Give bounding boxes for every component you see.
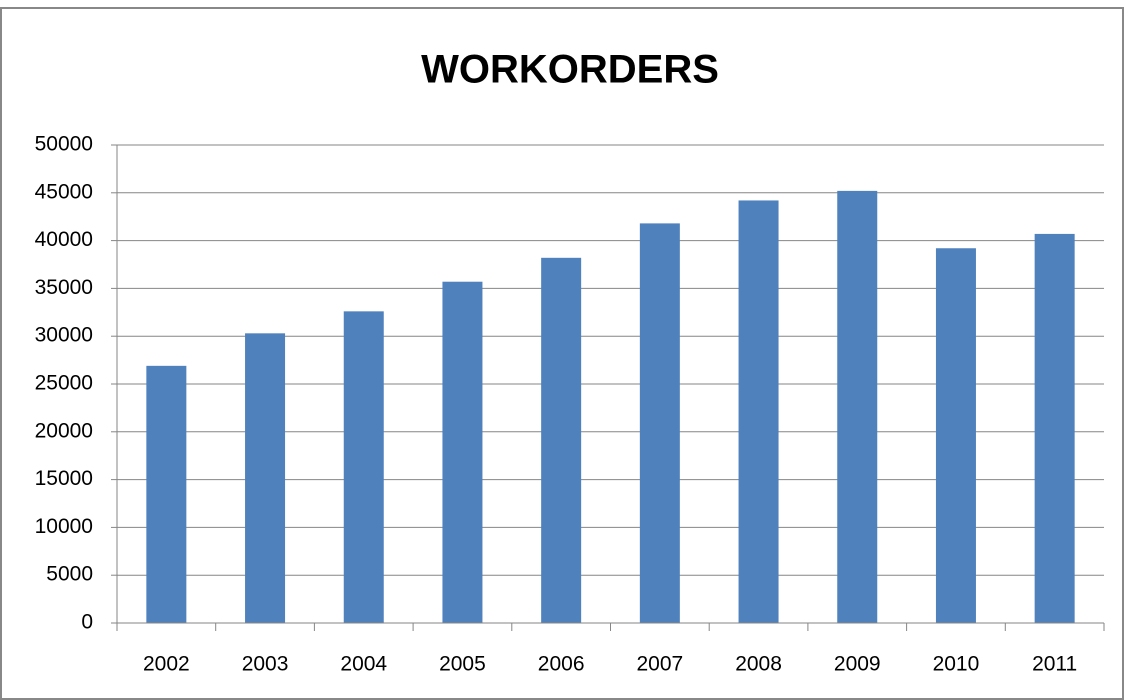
y-tick-label: 10000 bbox=[35, 515, 93, 538]
x-tick-label: 2008 bbox=[735, 653, 782, 676]
bar bbox=[343, 311, 384, 623]
bar bbox=[245, 333, 286, 623]
y-tick-label: 50000 bbox=[35, 133, 93, 156]
y-tick-label: 20000 bbox=[35, 419, 93, 442]
bar bbox=[738, 200, 779, 623]
bar bbox=[935, 248, 976, 624]
x-tick-label: 2004 bbox=[340, 653, 387, 676]
x-tick-label: 2003 bbox=[242, 653, 289, 676]
x-tick-label: 2011 bbox=[1032, 653, 1077, 676]
x-tick-label: 2005 bbox=[439, 653, 486, 676]
x-tick-label: 2009 bbox=[834, 653, 881, 676]
y-tick-label: 0 bbox=[81, 611, 93, 634]
bar bbox=[541, 257, 582, 623]
bar bbox=[146, 365, 187, 623]
bar bbox=[639, 223, 680, 623]
y-tick-label: 45000 bbox=[35, 180, 93, 203]
bar bbox=[837, 190, 878, 623]
y-tick-label: 5000 bbox=[46, 563, 93, 586]
x-tick-label: 2010 bbox=[933, 653, 980, 676]
chart-title: WORKORDERS bbox=[421, 48, 719, 92]
x-tick-label: 2007 bbox=[636, 653, 683, 676]
x-tick-label: 2002 bbox=[143, 653, 190, 676]
y-tick-label: 40000 bbox=[35, 228, 93, 251]
y-tick-label: 30000 bbox=[35, 324, 93, 347]
y-tick-label: 35000 bbox=[35, 276, 93, 299]
y-tick-label: 15000 bbox=[35, 467, 93, 490]
bar bbox=[442, 281, 483, 623]
bar bbox=[1034, 233, 1075, 623]
y-tick-label: 25000 bbox=[35, 372, 93, 395]
x-tick-label: 2006 bbox=[538, 653, 585, 676]
